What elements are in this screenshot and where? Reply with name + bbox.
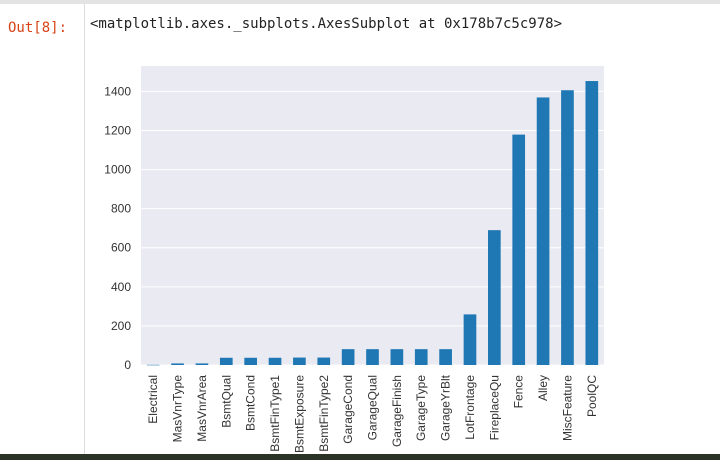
x-tick-label: BsmtCond — [244, 375, 258, 431]
grid-lines — [141, 90, 604, 366]
bar-garagecond — [341, 349, 355, 365]
x-tick-label: BsmtFinType1 — [268, 375, 282, 452]
y-tick-label: 200 — [111, 319, 131, 333]
y-tick-label: 600 — [111, 241, 131, 255]
bar-bsmtqual — [219, 357, 233, 365]
bar-bsmtfintype2 — [317, 357, 331, 365]
bar-fireplacequ — [488, 230, 501, 365]
output-gutter: Out[8]: — [0, 4, 85, 454]
x-tick-label: MasVnrType — [171, 375, 185, 443]
x-tick-label: GarageCond — [341, 375, 355, 444]
bar-fence — [512, 134, 526, 365]
plot-area — [141, 66, 604, 365]
y-tick-label: 0 — [124, 358, 131, 372]
x-tick-label: Fence — [512, 375, 526, 409]
bar-electrical — [146, 364, 160, 366]
output-prompt: Out[8]: — [8, 20, 68, 36]
y-tick-label: 800 — [111, 202, 131, 216]
bar-garagetype — [414, 349, 428, 365]
x-tick-label: Alley — [536, 375, 550, 401]
bars — [146, 81, 599, 366]
bar-miscfeature — [561, 90, 574, 366]
x-tick-label: FireplaceQu — [487, 375, 501, 440]
bar-bsmtexposure — [293, 357, 306, 365]
bar-masvnrarea — [195, 363, 209, 365]
cell-divider — [0, 0, 720, 4]
bar-poolqc — [585, 81, 599, 365]
bar-garagequal — [366, 349, 379, 365]
x-tick-label: GarageQual — [366, 375, 380, 440]
x-tick-label: MiscFeature — [560, 375, 574, 441]
y-tick-label: 400 — [111, 280, 131, 294]
y-axis-ticks: 0 200 400 600 800 1000 1200 1400 — [104, 84, 131, 372]
axes-repr-text: <matplotlib.axes._subplots.AxesSubplot a… — [90, 16, 563, 32]
y-tick-label: 1000 — [104, 163, 131, 177]
bar-garageyrblt — [439, 349, 452, 365]
bar-masvnrtype — [171, 363, 184, 365]
bar-garagefinish — [390, 349, 404, 365]
x-tick-label: MasVnrArea — [195, 375, 209, 442]
x-tick-label: BsmtFinType2 — [317, 375, 331, 452]
x-axis-ticks: Electrical MasVnrType MasVnrArea BsmtQual Bs… — [146, 374, 599, 453]
bar-bsmtfintype1 — [268, 357, 282, 365]
x-tick-label: PoolQC — [585, 375, 599, 417]
x-tick-label: GarageType — [414, 375, 428, 441]
x-tick-label: BsmtExposure — [292, 375, 306, 453]
page-bottom-edge — [0, 454, 720, 460]
bar-lotfrontage — [463, 314, 477, 365]
x-tick-label: BsmtQual — [219, 375, 233, 428]
x-tick-label: Electrical — [146, 375, 160, 424]
x-tick-label: GarageYrBlt — [439, 374, 453, 441]
y-tick-label: 1200 — [104, 123, 131, 137]
bar-alley — [536, 97, 550, 365]
x-tick-label: LotFrontage — [463, 375, 477, 440]
bar-bsmtcond — [244, 357, 257, 365]
y-tick-label: 1400 — [104, 84, 131, 98]
x-tick-label: GarageFinish — [390, 375, 404, 447]
